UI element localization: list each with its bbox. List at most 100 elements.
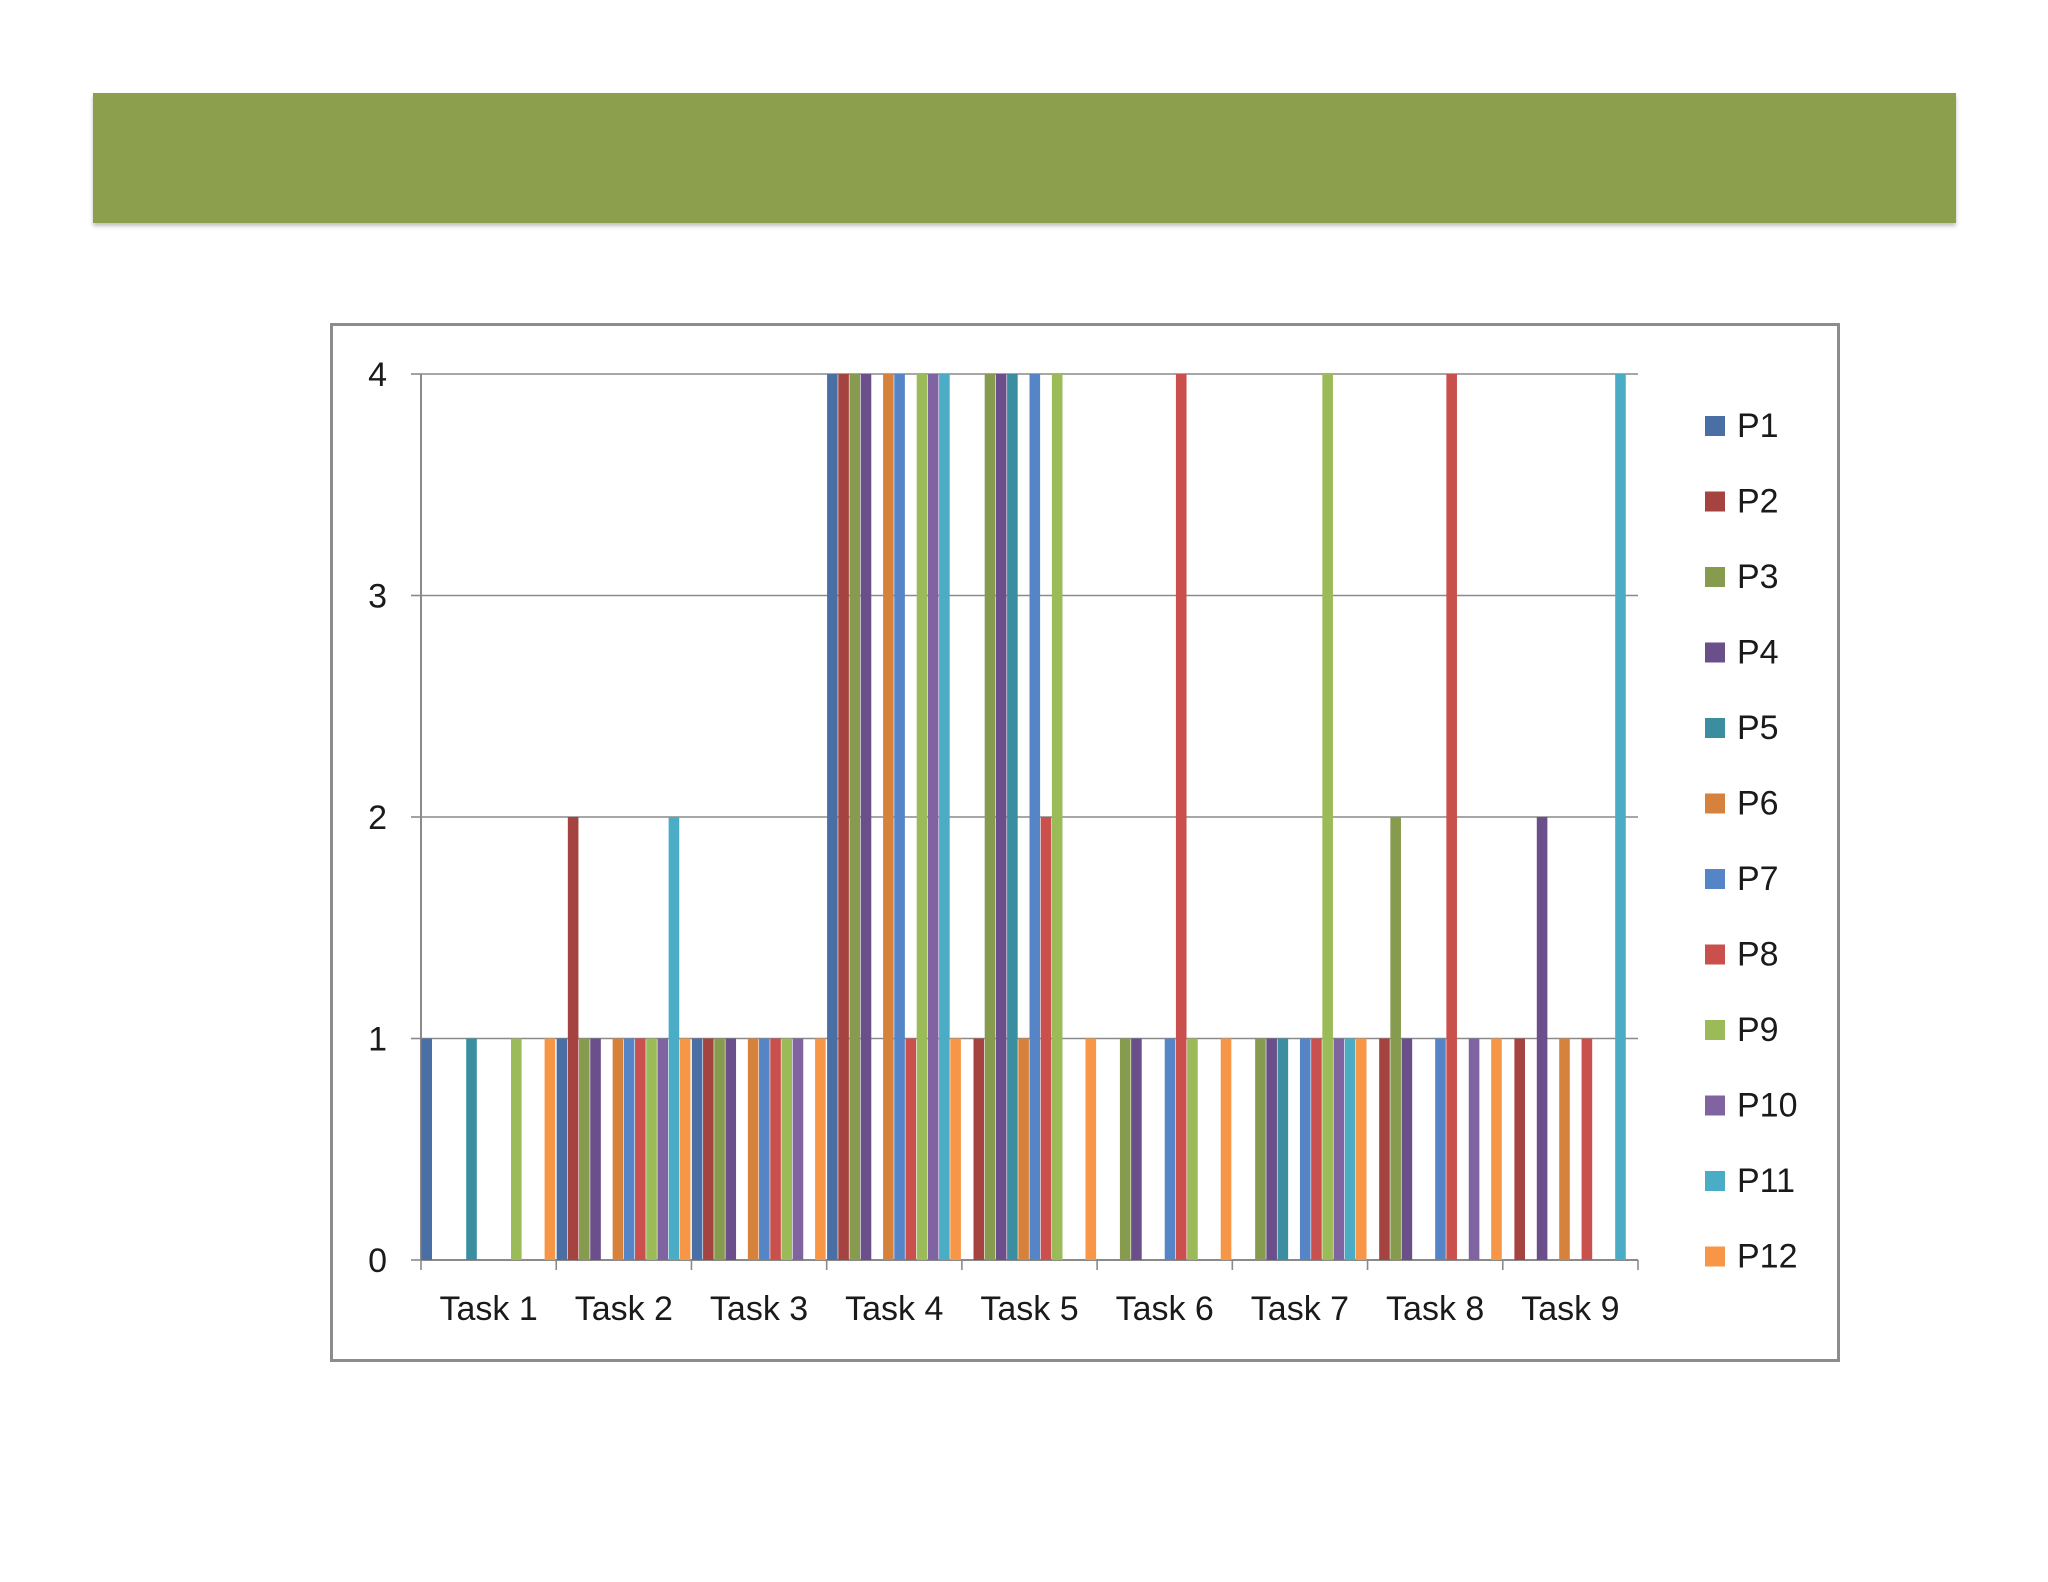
bar-p12-task-7 [1355,1038,1367,1260]
bar-p7-task-4 [894,374,905,1260]
bar-p9-task-6 [1187,1038,1198,1260]
bar-p11-task-7 [1344,1038,1356,1260]
bar-p9-task-7 [1322,374,1333,1260]
bar-p12-task-1 [544,1038,556,1260]
bar-p11-task-9 [1615,374,1626,1260]
bar-p8-task-4 [905,1038,917,1260]
legend-swatch-p9 [1705,1020,1725,1040]
bar-p8-task-9 [1581,1038,1593,1260]
y-tick-label: 3 [368,578,387,616]
bar-p4-task-3 [725,1038,737,1260]
legend-swatch-p8 [1705,944,1725,965]
x-tick-label: Task 5 [980,1290,1078,1328]
legend-label-p12: P12 [1737,1238,1798,1276]
y-tick-label: 4 [368,356,387,394]
bar-p10-task-4 [927,374,939,1260]
bar-p7-task-2 [623,1038,635,1260]
bar-p3-task-2 [579,1038,590,1260]
bar-p10-task-2 [657,1038,669,1260]
bar-p4-task-4 [860,374,872,1260]
bar-p4-task-9 [1536,817,1548,1260]
bar-p5-task-7 [1277,1038,1289,1260]
bar-p3-task-5 [984,374,996,1260]
bar-p8-task-5 [1040,817,1052,1260]
bar-p4-task-6 [1131,1038,1142,1260]
bar-p4-task-7 [1266,1038,1277,1260]
bar-p2-task-5 [973,1038,985,1260]
bar-p2-task-3 [703,1038,714,1260]
bar-p8-task-7 [1311,1038,1322,1260]
x-tick-label: Task 7 [1251,1290,1349,1328]
y-tick-label: 0 [368,1242,387,1280]
legend-label-p7: P7 [1737,860,1779,898]
legend-swatch-p5 [1705,718,1725,738]
bar-p8-task-8 [1446,374,1457,1260]
bar-p12-task-3 [815,1038,826,1260]
legend-label-p6: P6 [1737,785,1779,823]
bar-p4-task-5 [995,374,1007,1260]
chart-frame: 0 1 2 3 4 Task 1 Task 2 Task 3 Task 4 Task 5 Task … [330,323,1840,1362]
legend-label-p2: P2 [1737,483,1779,521]
bar-p8-task-2 [635,1038,646,1260]
bar-p7-task-6 [1164,1038,1176,1260]
bar-p6-task-9 [1559,1038,1570,1260]
bar-p8-task-3 [770,1038,781,1260]
bar-p1-task-4 [827,374,838,1260]
bar-p9-task-4 [916,374,928,1260]
legend-swatch-p4 [1705,642,1725,663]
title-banner [93,93,1956,223]
bar-p9-task-2 [646,1038,657,1260]
x-tick-label: Task 6 [1116,1290,1214,1328]
bar-p1-task-2 [556,1038,568,1260]
legend-label-p1: P1 [1737,407,1779,445]
bar-p12-task-6 [1220,1038,1232,1260]
bar-p8-task-6 [1175,374,1187,1260]
bar-p6-task-3 [747,1038,759,1260]
bar-p9-task-3 [781,1038,793,1260]
bar-p3-task-8 [1390,817,1401,1260]
legend-swatch-p1 [1705,416,1725,436]
bar-p3-task-4 [849,374,861,1260]
bar-p10-task-3 [792,1038,804,1260]
x-tick-label: Task 3 [710,1290,808,1328]
bar-p12-task-2 [679,1038,691,1260]
legend-swatch-p6 [1705,793,1725,814]
bar-p10-task-7 [1333,1038,1345,1260]
x-tick-label: Task 9 [1521,1290,1619,1328]
bar-p6-task-2 [612,1038,624,1260]
legend-swatch-p10 [1705,1095,1725,1116]
bar-p12-task-5 [1085,1038,1097,1260]
bar-p12-task-8 [1491,1038,1502,1260]
legend-label-p5: P5 [1737,709,1779,747]
y-tick-label: 2 [368,799,387,837]
legend-label-p9: P9 [1737,1011,1779,1049]
bar-chart: 0 1 2 3 4 Task 1 Task 2 Task 3 Task 4 Task 5 Task … [368,356,1798,1328]
legend-swatch-p11 [1705,1171,1725,1191]
x-tick-label: Task 4 [845,1290,943,1328]
bar-p4-task-2 [590,1038,601,1260]
x-tick-label: Task 2 [575,1290,673,1328]
bar-p5-task-1 [466,1038,477,1260]
bar-p2-task-9 [1514,1038,1525,1260]
legend-swatch-p7 [1705,869,1725,889]
bar-p11-task-4 [939,374,950,1260]
bar-p3-task-3 [714,1038,725,1260]
legend-swatch-p2 [1705,491,1725,512]
legend-swatch-p3 [1705,567,1725,587]
legend-label-p8: P8 [1737,936,1779,974]
bar-p3-task-7 [1255,1038,1266,1260]
bar-p7-task-8 [1435,1038,1446,1260]
bar-p3-task-6 [1119,1038,1131,1260]
x-tick-label: Task 1 [439,1290,537,1328]
legend-label-p3: P3 [1737,558,1779,596]
legend-label-p11: P11 [1737,1162,1795,1200]
bar-p1-task-3 [691,1038,703,1260]
bar-p2-task-2 [567,817,579,1260]
bar-p5-task-5 [1007,374,1018,1260]
bar-p7-task-3 [759,1038,770,1260]
bar-p2-task-8 [1379,1038,1390,1260]
bar-p7-task-5 [1029,374,1041,1260]
bar-p9-task-5 [1051,374,1063,1260]
y-tick-label: 1 [368,1021,387,1059]
bar-p2-task-4 [838,374,849,1260]
